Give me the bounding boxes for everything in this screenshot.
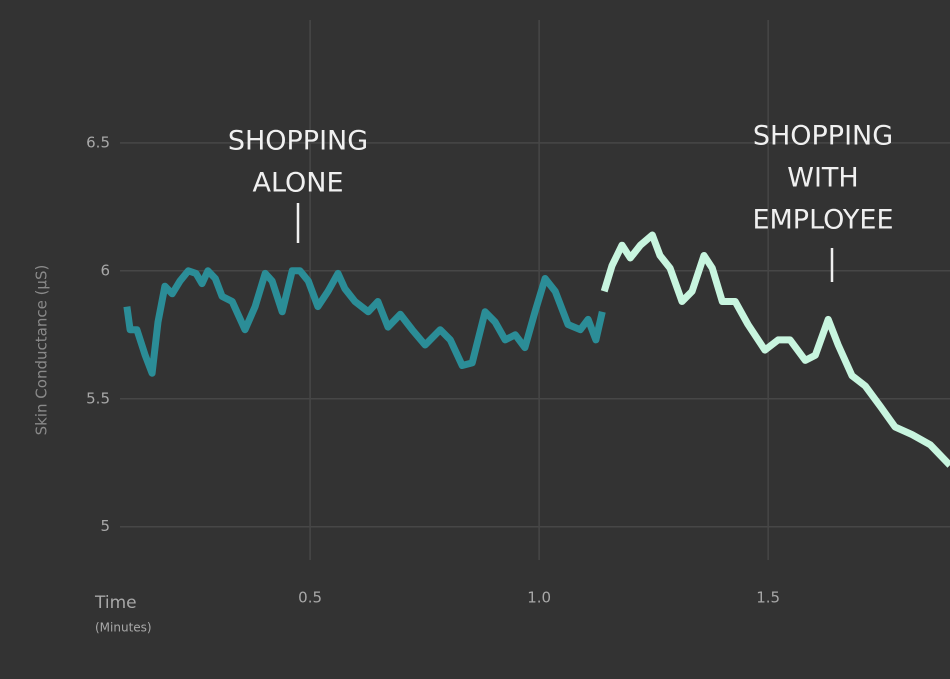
y-tick-label: 5 <box>100 517 110 535</box>
x-axis-subtitle: (Minutes) <box>95 621 152 635</box>
y-tick-label: 6.5 <box>86 133 110 151</box>
annotation-text: SHOPPING <box>753 121 893 152</box>
x-tick-label: 0.5 <box>298 589 322 607</box>
x-tick-label: 1.0 <box>527 589 551 607</box>
x-axis-title: Time <box>94 593 137 613</box>
y-tick-label: 6 <box>100 261 110 279</box>
series-line <box>600 231 950 468</box>
x-tick-label: 1.5 <box>756 589 780 607</box>
annotation-text: EMPLOYEE <box>752 205 893 236</box>
y-tick-label: 5.5 <box>86 389 110 407</box>
series-line <box>123 267 606 377</box>
y-axis-title: Skin Conductance (µS) <box>33 265 51 436</box>
annotation-text: WITH <box>787 163 858 194</box>
annotation-text: ALONE <box>252 168 343 199</box>
annotation-text: SHOPPING <box>228 126 368 157</box>
